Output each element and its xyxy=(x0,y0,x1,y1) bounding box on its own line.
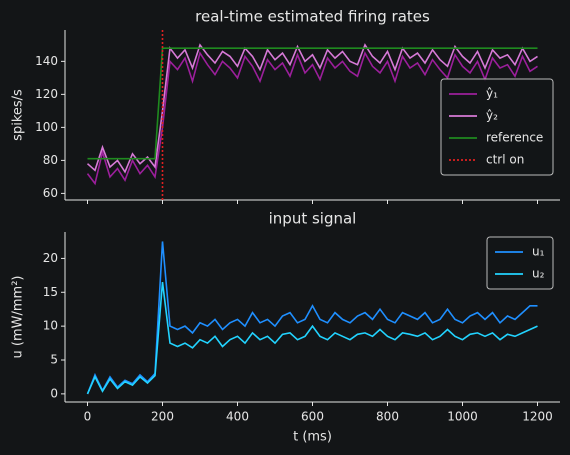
x-tick-label: 600 xyxy=(301,410,324,424)
x-tick-label: 0 xyxy=(84,410,92,424)
legend-label: u₂ xyxy=(532,267,545,281)
y-tick-label: 5 xyxy=(50,353,58,367)
chart-title: input signal xyxy=(269,210,357,228)
y-tick-label: 15 xyxy=(43,285,58,299)
legend-label: ctrl on xyxy=(486,153,524,167)
y-axis-label: spikes/s xyxy=(11,89,26,141)
chart-title: real-time estimated firing rates xyxy=(195,8,430,26)
legend-label: ŷ₁ xyxy=(486,87,498,101)
legend-box xyxy=(486,236,554,290)
legend-label: reference xyxy=(486,131,543,145)
legend-label: u₁ xyxy=(532,245,545,259)
x-axis-label: t (ms) xyxy=(293,430,332,445)
legend: ŷ₁ ŷ₂ reference ctrl on xyxy=(440,78,554,176)
y-tick-label: 140 xyxy=(35,54,58,68)
x-tick-label: 1000 xyxy=(447,410,478,424)
y-axis-label: u (mW/mm²) xyxy=(11,276,26,359)
legend-box xyxy=(440,78,554,176)
y-tick-label: 100 xyxy=(35,120,58,134)
y-tick-label: 20 xyxy=(43,251,58,265)
legend: u₁ u₂ xyxy=(486,236,554,290)
series-line xyxy=(86,282,538,395)
y-tick-label: 80 xyxy=(43,153,58,167)
y-tick-label: 10 xyxy=(43,319,58,333)
series-line xyxy=(87,47,538,160)
x-tick-label: 400 xyxy=(226,410,249,424)
series-line xyxy=(86,241,538,395)
x-tick-label: 200 xyxy=(151,410,174,424)
x-tick-label: 800 xyxy=(376,410,399,424)
y-tick-label: 60 xyxy=(43,186,58,200)
legend-label: ŷ₂ xyxy=(486,109,498,123)
y-tick-label: 120 xyxy=(35,87,58,101)
x-tick-label: 1200 xyxy=(522,410,553,424)
y-tick-label: 0 xyxy=(50,386,58,400)
